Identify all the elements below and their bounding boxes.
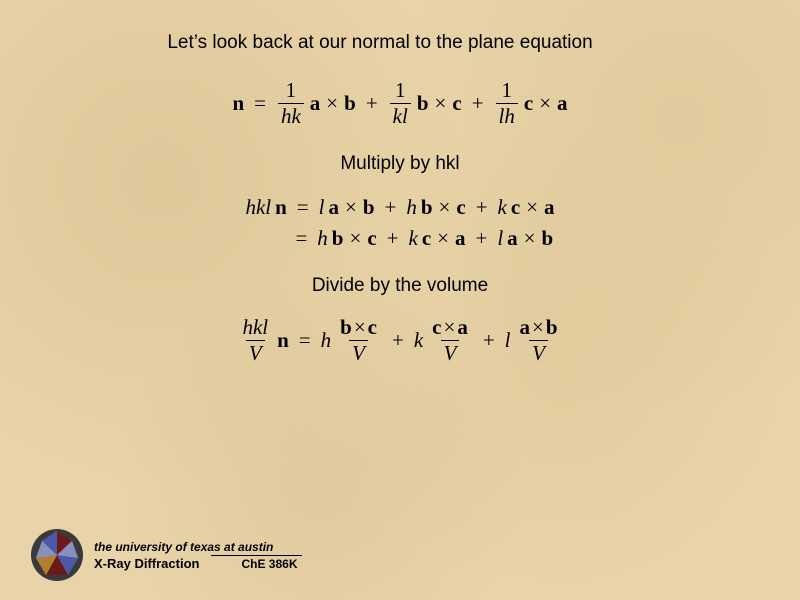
equation-2: hkl n = l a × b + h b × c + k c × a = h … [245, 195, 554, 251]
step-1-label: Multiply by hkl [340, 153, 459, 175]
cross-icon: × [437, 195, 453, 220]
slide-heading: Let’s look back at our normal to the pla… [167, 32, 592, 54]
cross-icon: × [347, 226, 363, 251]
equation-2b: = h b × c + k c × a + l a × b [289, 226, 553, 251]
slide-footer: the university of texas at austin X-Ray … [30, 528, 302, 582]
fraction-r3: a×b V [517, 317, 561, 364]
equation-3: hkl V n = h b×c V + k c×a V + l a×b V [237, 317, 562, 364]
cross-icon: × [324, 91, 340, 116]
ut-logo-icon [30, 528, 84, 582]
vector-n: n [232, 91, 244, 116]
university-name: the university of texas at austin [94, 540, 302, 554]
fraction-r2: c×a V [429, 317, 471, 364]
cross-icon: × [524, 195, 540, 220]
fraction-1: 1 hk [278, 80, 304, 127]
fraction-3: 1 lh [496, 80, 518, 127]
step-2-label: Divide by the volume [312, 275, 488, 297]
footer-text-block: the university of texas at austin X-Ray … [94, 540, 302, 571]
equation-1: n = 1 hk a × b + 1 kl b × c + 1 lh c × a [232, 80, 567, 127]
cross-icon: × [435, 226, 451, 251]
fraction-lhs: hkl V [239, 317, 271, 364]
equals-sign: = [248, 91, 272, 116]
course-title: X-Ray Diffraction [94, 556, 199, 571]
cross-icon: × [433, 91, 449, 116]
cross-icon: × [343, 195, 359, 220]
slide-content: Let’s look back at our normal to the pla… [0, 0, 800, 600]
course-code: ChE 386K [211, 555, 301, 571]
fraction-2: 1 kl [390, 80, 411, 127]
fraction-r1: b×c V [337, 317, 380, 364]
cross-icon: × [537, 91, 553, 116]
cross-icon: × [522, 226, 538, 251]
course-row: X-Ray Diffraction ChE 386K [94, 555, 302, 571]
equation-2a: hkl n = l a × b + h b × c + k c × a [245, 195, 554, 220]
